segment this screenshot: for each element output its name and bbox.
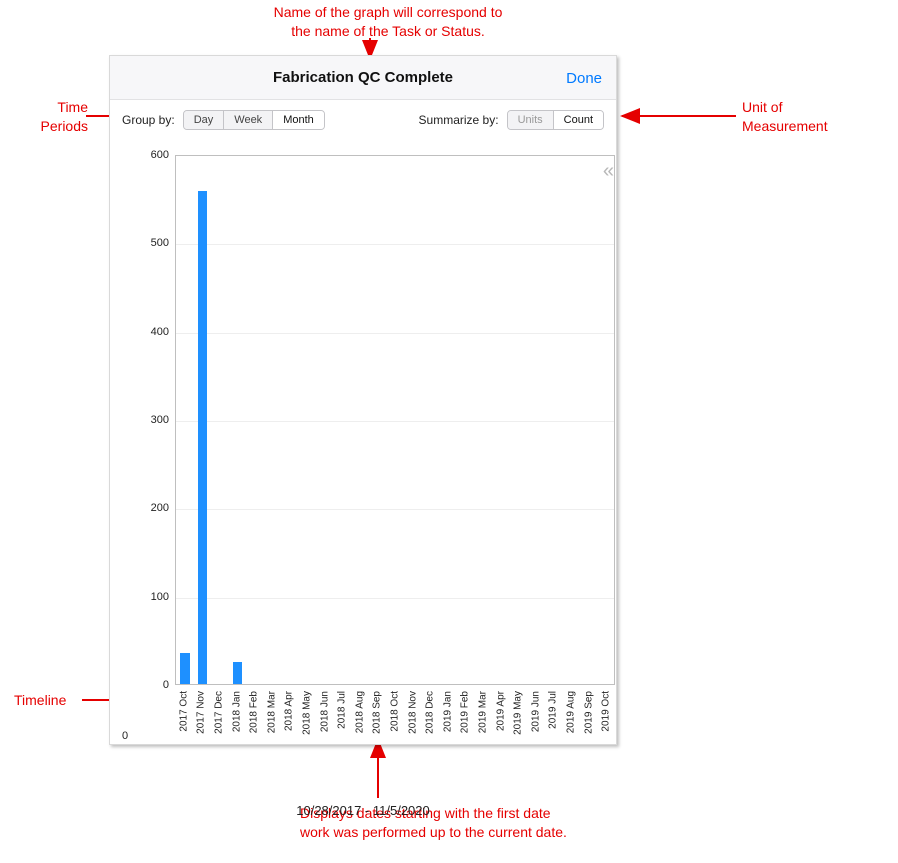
summarize-by-segmented[interactable]: UnitsCount: [507, 110, 604, 130]
graph-title: Fabrication QC Complete: [273, 69, 453, 86]
footer-zero: 0: [122, 730, 128, 742]
x-tick: 2018 Jul: [337, 691, 348, 729]
x-tick: 2019 May: [513, 691, 524, 735]
y-tick: 600: [143, 149, 169, 161]
date-range-label: 10/28/2017 - 11/5/2020: [130, 803, 596, 820]
annotation-top: Name of the graph will correspond tothe …: [223, 3, 553, 41]
gridline: [176, 509, 614, 510]
x-tick: 2017 Dec: [214, 691, 225, 734]
y-tick: 400: [143, 326, 169, 338]
x-tick: 2018 Apr: [284, 691, 295, 731]
summarize-by-option-units[interactable]: Units: [508, 111, 553, 129]
y-tick: 500: [143, 237, 169, 249]
group-by-segmented[interactable]: DayWeekMonth: [183, 110, 325, 130]
x-tick: 2018 Jun: [319, 691, 330, 732]
gridline: [176, 421, 614, 422]
group-by-label: Group by:: [122, 113, 175, 127]
title-bar: Fabrication QC Complete Done: [110, 56, 616, 100]
done-button[interactable]: Done: [566, 56, 602, 100]
x-tick: 2018 Dec: [425, 691, 436, 734]
group-by-option-day[interactable]: Day: [184, 111, 224, 129]
x-tick: 2018 May: [302, 691, 313, 735]
annotation-timeline: Timeline: [14, 691, 66, 710]
y-tick: 0: [143, 679, 169, 691]
gridline: [176, 333, 614, 334]
gridline: [176, 244, 614, 245]
y-tick: 200: [143, 502, 169, 514]
x-tick: 2018 Sep: [372, 691, 383, 734]
report-card: Fabrication QC Complete Done Group by: D…: [109, 55, 617, 745]
x-tick: 2019 Jul: [548, 691, 559, 729]
x-tick: 2018 Feb: [249, 691, 260, 733]
x-tick: 2017 Oct: [178, 691, 189, 732]
x-tick: 2019 Feb: [460, 691, 471, 733]
bar: [198, 191, 208, 684]
toolbar: Group by: DayWeekMonth Summarize by: Uni…: [110, 100, 616, 140]
gridline: [176, 598, 614, 599]
bar: [180, 653, 190, 684]
x-tick: 2019 Sep: [583, 691, 594, 734]
x-tick: 2017 Nov: [196, 691, 207, 734]
bar: [233, 662, 243, 684]
x-tick: 2018 Mar: [266, 691, 277, 733]
collapse-icon[interactable]: «: [603, 160, 608, 183]
annotation-time-periods: TimePeriods: [18, 98, 88, 136]
x-tick: 2019 Mar: [478, 691, 489, 733]
y-tick: 300: [143, 414, 169, 426]
x-tick: 2018 Nov: [407, 691, 418, 734]
plot-area: «: [175, 155, 615, 685]
x-tick: 2019 Jun: [530, 691, 541, 732]
bar-chart: « 0 100 200 300 400 500 600 2017 Oct 2017 Nov 201…: [130, 150, 625, 745]
annotation-unit: Unit ofMeasurement: [742, 98, 872, 136]
chart-container: « 0 100 200 300 400 500 600 2017 Oct 2017 Nov 201…: [110, 140, 616, 820]
x-tick: 2019 Aug: [566, 691, 577, 733]
summarize-by-label: Summarize by:: [419, 113, 499, 127]
y-tick: 100: [143, 591, 169, 603]
x-tick: 2018 Jan: [231, 691, 242, 732]
x-tick: 2019 Apr: [495, 691, 506, 731]
group-by-option-week[interactable]: Week: [223, 111, 272, 129]
x-tick: 2018 Oct: [390, 691, 401, 732]
group-by-option-month[interactable]: Month: [272, 111, 324, 129]
x-tick: 2018 Aug: [354, 691, 365, 733]
x-tick: 2019 Oct: [601, 691, 612, 732]
x-tick: 2019 Jan: [442, 691, 453, 732]
summarize-by-option-count[interactable]: Count: [553, 111, 603, 129]
